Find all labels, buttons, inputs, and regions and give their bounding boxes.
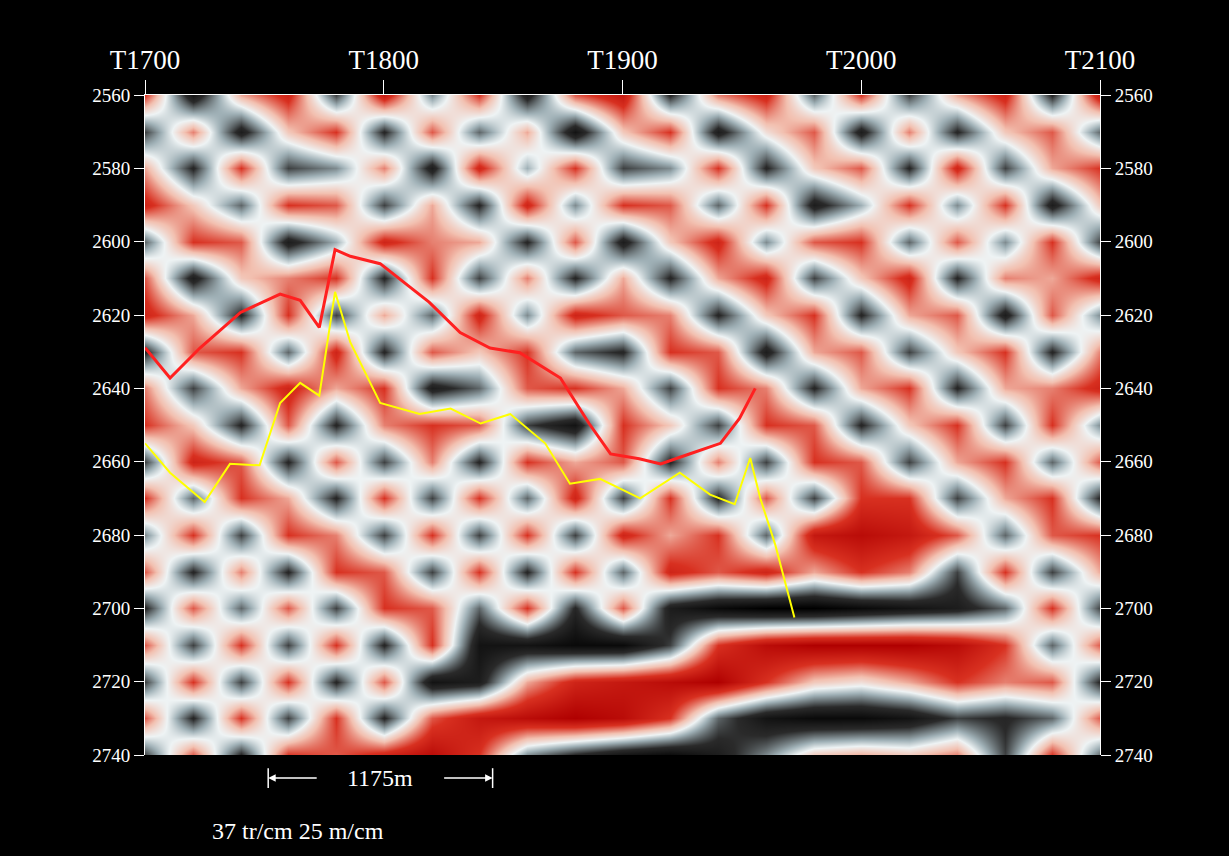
svg-text:2720: 2720	[92, 671, 130, 692]
svg-text:2680: 2680	[1115, 525, 1153, 546]
svg-text:37 tr/cm 25 m/cm: 37 tr/cm 25 m/cm	[212, 818, 384, 844]
svg-text:2560: 2560	[92, 85, 130, 106]
svg-text:2620: 2620	[92, 305, 130, 326]
svg-text:T2100: T2100	[1065, 45, 1136, 75]
svg-text:2600: 2600	[1115, 231, 1153, 252]
svg-text:2560: 2560	[1115, 85, 1153, 106]
svg-text:2700: 2700	[92, 598, 130, 619]
svg-text:2640: 2640	[1115, 378, 1153, 399]
svg-text:2600: 2600	[92, 231, 130, 252]
svg-text:2660: 2660	[92, 451, 130, 472]
svg-text:2740: 2740	[1115, 745, 1153, 766]
svg-text:T1700: T1700	[110, 45, 181, 75]
svg-text:1175m: 1175m	[347, 765, 413, 791]
svg-text:2580: 2580	[1115, 158, 1153, 179]
svg-text:2580: 2580	[92, 158, 130, 179]
svg-text:2640: 2640	[92, 378, 130, 399]
svg-text:2680: 2680	[92, 525, 130, 546]
svg-text:2720: 2720	[1115, 671, 1153, 692]
svg-text:2620: 2620	[1115, 305, 1153, 326]
svg-text:2740: 2740	[92, 745, 130, 766]
svg-text:2700: 2700	[1115, 598, 1153, 619]
svg-text:T1900: T1900	[587, 45, 658, 75]
svg-text:2660: 2660	[1115, 451, 1153, 472]
svg-text:T2000: T2000	[826, 45, 897, 75]
svg-text:T1800: T1800	[349, 45, 420, 75]
